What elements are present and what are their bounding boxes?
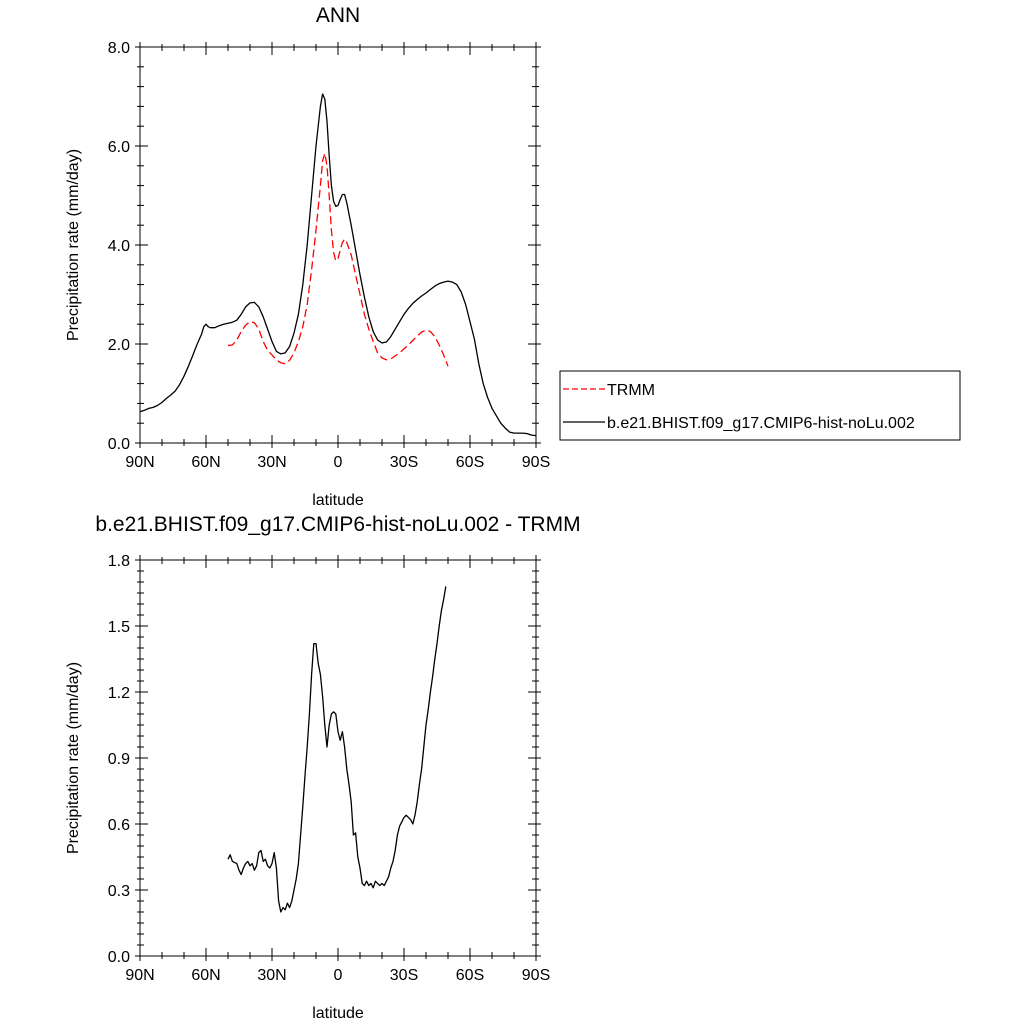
x-axis-label: latitude <box>312 492 364 509</box>
y-tick-label: 0.0 <box>108 436 130 453</box>
x-tick-label: 60N <box>191 967 220 984</box>
series-group <box>227 586 447 913</box>
x-tick-label: 60S <box>456 967 484 984</box>
x-tick-label: 30S <box>390 454 418 471</box>
y-tick-label: 6.0 <box>108 139 130 156</box>
x-tick-label: 30N <box>257 454 286 471</box>
y-axis-label: Precipitation rate (mm/day) <box>65 149 82 341</box>
y-tick-label: 1.5 <box>108 619 130 636</box>
x-tick-label: 60N <box>191 454 220 471</box>
series-line-difference <box>227 586 447 913</box>
legend-label-trmm: TRMM <box>607 382 655 399</box>
x-tick-label: 90N <box>125 454 154 471</box>
legend-box <box>559 370 961 441</box>
y-tick-label: 0.0 <box>108 949 130 966</box>
x-tick-label: 0 <box>334 454 343 471</box>
y-tick-label: 4.0 <box>108 238 130 255</box>
x-tick-label: 30S <box>390 967 418 984</box>
x-tick-label: 90S <box>522 967 550 984</box>
y-axis-label: Precipitation rate (mm/day) <box>65 662 82 854</box>
x-tick-label: 30N <box>257 967 286 984</box>
legend: TRMM b.e21.BHIST.f09_g17.CMIP6-hist-noLu… <box>559 370 961 441</box>
chart-title: ANN <box>316 4 360 27</box>
series-group <box>139 93 537 437</box>
x-axis-label: latitude <box>312 1005 364 1022</box>
panel-difference: b.e21.BHIST.f09_g17.CMIP6-hist-noLu.002 … <box>65 513 581 1022</box>
y-tick-label: 0.3 <box>108 883 130 900</box>
axis-ticks: 90N 60N 30N 0 30S 60S 90S 0.0 0.3 0.6 0.9 1.2 1.5 1.8 <box>108 553 550 984</box>
y-tick-label: 2.0 <box>108 337 130 354</box>
legend-label-model: b.e21.BHIST.f09_g17.CMIP6-hist-noLu.002 <box>607 415 915 432</box>
series-line-b-e21-bhist-f09-g17-cmip6-hist-nolu-002 <box>139 93 537 437</box>
chart-title: b.e21.BHIST.f09_g17.CMIP6-hist-noLu.002 … <box>95 513 580 536</box>
y-tick-label: 0.6 <box>108 817 130 834</box>
y-tick-label: 1.8 <box>108 553 130 570</box>
series-line-trmm <box>227 152 449 367</box>
axis-ticks: 90N 60N 30N 0 30S 60S 90S 0.0 2.0 4.0 6.0 8.0 <box>108 40 550 471</box>
x-tick-label: 0 <box>334 967 343 984</box>
x-tick-label: 90S <box>522 454 550 471</box>
plot-frame <box>139 46 537 444</box>
x-tick-label: 60S <box>456 454 484 471</box>
y-tick-label: 8.0 <box>108 40 130 57</box>
y-tick-label: 0.9 <box>108 751 130 768</box>
y-tick-label: 1.2 <box>108 685 130 702</box>
panel-annual-precipitation: ANN Precipitation rate (mm/day) latitude… <box>65 4 550 509</box>
x-tick-label: 90N <box>125 967 154 984</box>
plot-frame <box>139 559 537 957</box>
